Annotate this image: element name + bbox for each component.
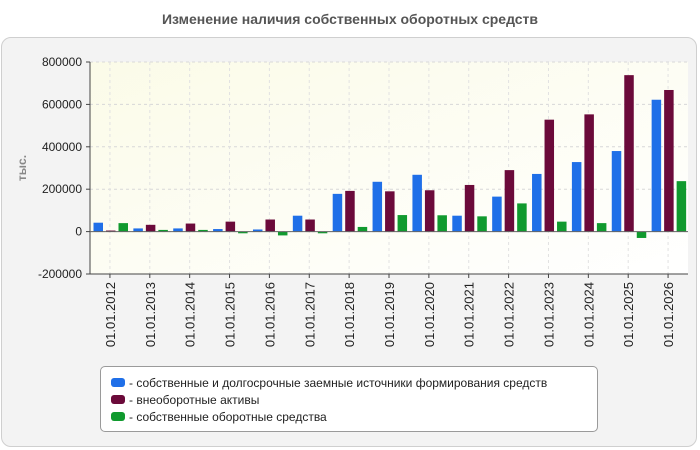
- bar-sources: [532, 173, 542, 232]
- legend-item-working-capital: - собственные оборотные средства: [111, 408, 597, 425]
- bar-sources: [571, 162, 582, 232]
- axes: [86, 61, 688, 278]
- bar-sources: [173, 228, 183, 232]
- bar-noncurrent-assets: [265, 219, 275, 232]
- x-tick-label: 01.01.2012: [103, 282, 118, 347]
- bar-working-capital: [437, 215, 447, 232]
- legend-swatch-sources: [111, 378, 125, 387]
- x-tick-label: 01.01.2020: [422, 282, 437, 347]
- y-tick-label: 600000: [42, 97, 82, 111]
- bar-sources: [412, 174, 422, 232]
- y-tick-label: 0: [75, 225, 82, 239]
- bar-noncurrent-assets: [464, 184, 475, 232]
- bar-noncurrent-assets: [664, 89, 674, 232]
- bar-noncurrent-assets: [145, 224, 156, 232]
- legend-label-working-capital: - собственные оборотные средства: [129, 409, 327, 424]
- x-tick-labels: 01.01.2012 01.01.2013 01.01.2014 01.01.2015…: [103, 282, 676, 347]
- bar-working-capital: [118, 223, 128, 232]
- bar-noncurrent-assets: [185, 223, 196, 232]
- bar-working-capital: [676, 181, 687, 232]
- bar-sources: [133, 228, 143, 232]
- bar-sources: [452, 215, 462, 232]
- bar-noncurrent-assets: [385, 191, 395, 232]
- bar-sources: [372, 181, 383, 232]
- chart-title: Изменение наличия собственных оборотных …: [161, 11, 539, 27]
- bar-sources: [611, 151, 622, 232]
- bar-sources: [252, 229, 263, 232]
- bar-noncurrent-assets: [504, 170, 515, 232]
- y-tick-labels: -200000 0 200000 400000 600000 800000: [38, 55, 82, 281]
- bar-working-capital: [198, 229, 208, 232]
- bar-noncurrent-assets: [106, 230, 116, 232]
- bar-working-capital: [357, 226, 368, 232]
- legend: - собственные и долгосрочные заемные ист…: [100, 366, 598, 432]
- legend-swatch-working-capital: [111, 412, 125, 421]
- bar-working-capital: [317, 231, 328, 234]
- bar-noncurrent-assets: [424, 190, 435, 232]
- x-tick-label: 01.01.2017: [302, 282, 317, 347]
- bar-sources: [651, 99, 662, 232]
- x-tick-label: 01.01.2018: [342, 282, 357, 347]
- y-tick-label: 400000: [42, 140, 82, 154]
- x-tick-label: 01.01.2024: [581, 282, 596, 347]
- bar-sources: [213, 229, 223, 232]
- legend-item-noncurrent-assets: - внеоборотные активы: [111, 391, 597, 408]
- bar-noncurrent-assets: [544, 119, 555, 232]
- y-tick-label: 200000: [42, 182, 82, 196]
- legend-label-noncurrent-assets: - внеоборотные активы: [129, 392, 260, 407]
- bar-noncurrent-assets: [225, 221, 236, 232]
- x-tick-label: 01.01.2015: [223, 282, 238, 347]
- bars: [93, 75, 687, 238]
- legend-label-sources: - собственные и долгосрочные заемные ист…: [129, 375, 548, 390]
- bar-working-capital: [596, 223, 607, 232]
- bar-working-capital: [517, 203, 527, 232]
- bar-noncurrent-assets: [305, 219, 315, 232]
- bar-working-capital: [636, 231, 647, 238]
- y-tick-label: 800000: [42, 55, 82, 69]
- bar-noncurrent-assets: [624, 75, 634, 232]
- bar-sources: [292, 215, 303, 232]
- bar-sources: [93, 222, 103, 232]
- x-tick-label: 01.01.2019: [382, 282, 397, 347]
- bar-working-capital: [277, 231, 288, 236]
- y-axis-label: тыс.: [15, 155, 29, 181]
- bar-working-capital: [397, 215, 408, 232]
- bar-sources: [332, 193, 343, 232]
- bar-working-capital: [557, 221, 567, 232]
- bar-working-capital: [238, 231, 248, 234]
- x-tick-label: 01.01.2022: [502, 282, 517, 347]
- bar-working-capital: [158, 229, 168, 232]
- x-tick-label: 01.01.2023: [541, 282, 556, 347]
- x-tick-label: 01.01.2021: [462, 282, 477, 347]
- x-tick-label: 01.01.2026: [661, 282, 676, 347]
- legend-item-sources: - собственные и долгосрочные заемные ист…: [111, 374, 597, 391]
- x-tick-label: 01.01.2013: [143, 282, 158, 347]
- x-tick-label: 01.01.2016: [262, 282, 277, 347]
- legend-swatch-noncurrent-assets: [111, 395, 125, 404]
- bar-sources: [492, 196, 502, 232]
- bar-working-capital: [477, 216, 487, 232]
- bar-noncurrent-assets: [584, 114, 594, 232]
- x-tick-label: 01.01.2014: [183, 282, 198, 347]
- bar-noncurrent-assets: [345, 190, 355, 232]
- y-tick-label: -200000: [38, 267, 82, 281]
- x-tick-label: 01.01.2025: [621, 282, 636, 347]
